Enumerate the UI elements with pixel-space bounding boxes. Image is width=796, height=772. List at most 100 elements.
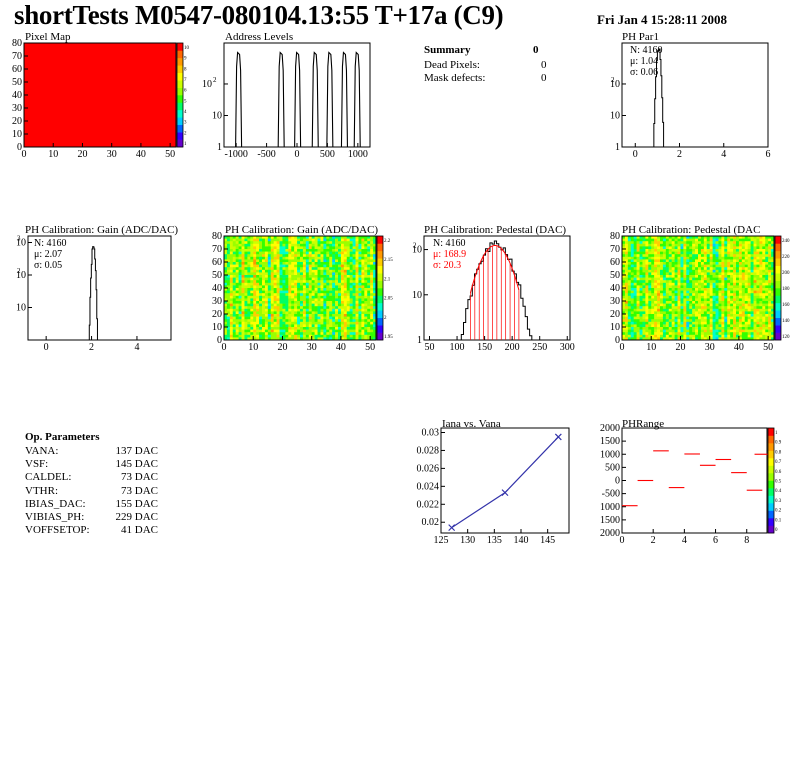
pedestal-map-cell bbox=[636, 275, 640, 278]
pedestal-map-cell bbox=[630, 306, 634, 310]
pedestal-map-cell bbox=[759, 308, 763, 312]
gain-map-cell bbox=[291, 308, 295, 312]
gain-map-cell bbox=[229, 254, 234, 258]
address-levels-frame bbox=[223, 42, 371, 148]
gain-map-cell bbox=[224, 332, 228, 336]
pedestal-map-cell bbox=[648, 293, 652, 297]
pedestal-map-cell bbox=[651, 301, 655, 304]
pedestal-map-cell bbox=[636, 285, 640, 289]
pedestal-map-cell bbox=[630, 280, 634, 284]
gain-map-cell bbox=[329, 288, 333, 291]
pedestal-map-cell bbox=[627, 272, 632, 276]
gain-map-cell bbox=[232, 243, 236, 247]
gain-map-cell bbox=[244, 319, 248, 323]
pedestal-map-cell bbox=[689, 277, 693, 281]
pedestal-map-cell bbox=[756, 241, 760, 245]
gain-map-cell bbox=[253, 332, 257, 336]
pedestal-map-cell bbox=[630, 295, 634, 299]
gain-map-cell bbox=[238, 288, 242, 291]
gain-map-cell bbox=[308, 293, 312, 297]
pedestal-map-cell bbox=[771, 241, 775, 245]
iana-vana-ytick-label: 0.028 bbox=[417, 445, 440, 456]
gain-map-cell bbox=[267, 277, 272, 281]
gain-map-cell bbox=[285, 319, 289, 323]
gain-map-cell bbox=[297, 329, 301, 333]
gain-map-cell bbox=[264, 293, 269, 297]
gain-map-cell bbox=[332, 262, 336, 265]
gain-map-cell bbox=[323, 301, 327, 304]
pedestal-map-cell bbox=[671, 256, 675, 260]
gain-map-cell bbox=[264, 311, 269, 315]
pedestal-map-cell bbox=[747, 282, 751, 286]
gain-map-cell bbox=[302, 298, 307, 302]
pedestal-map-cell bbox=[654, 254, 658, 258]
gain-map-cell bbox=[358, 288, 362, 291]
pedestal-map-cell bbox=[750, 272, 754, 276]
gain-map-cell bbox=[267, 256, 272, 260]
pedestal-map-cell bbox=[744, 238, 748, 242]
pedestal-map-cell bbox=[706, 306, 710, 310]
pedestal-map-cell bbox=[624, 337, 629, 341]
pedestal-map-cell bbox=[639, 334, 643, 338]
ph-par1-bars bbox=[652, 48, 665, 148]
gain-map-cell bbox=[314, 262, 318, 265]
gain-map-cell bbox=[346, 282, 350, 286]
pedestal-map-cell bbox=[624, 306, 629, 310]
pedestal-map-cell bbox=[624, 311, 629, 315]
pedestal-map-cell bbox=[756, 236, 760, 239]
gain-map-cell bbox=[300, 303, 304, 307]
pedestal-map-cell bbox=[738, 241, 743, 245]
pedestal-map-cell bbox=[724, 267, 728, 271]
pedestal-map-cell bbox=[642, 308, 646, 312]
pixel-map-colorbar-label: 8 bbox=[184, 67, 187, 72]
gain-map-cell bbox=[323, 267, 327, 271]
pedestal-map-cell bbox=[733, 308, 737, 312]
pedestal-map-cell bbox=[698, 243, 702, 247]
pedestal-map-cell bbox=[645, 246, 649, 250]
pedestal-map-cell bbox=[756, 324, 760, 328]
gain-map-cell bbox=[273, 324, 277, 328]
gain-map-cell bbox=[317, 259, 321, 263]
gain-map-cell bbox=[244, 277, 248, 281]
pedestal-map-cell bbox=[736, 277, 740, 281]
gain-map-cell bbox=[253, 246, 257, 250]
pedestal-map-cell bbox=[665, 288, 670, 291]
summary-dead-label: Dead Pixels: bbox=[424, 59, 480, 71]
gain-map-cell bbox=[256, 316, 260, 320]
gain-map-cell bbox=[276, 301, 280, 304]
gain-map-cell bbox=[370, 243, 374, 247]
gain-map-cell bbox=[247, 337, 251, 341]
pedestal-map-cell bbox=[671, 285, 675, 289]
pedestal-map-cell bbox=[642, 241, 646, 245]
pedestal-map-cell bbox=[698, 319, 702, 323]
gain-map-cell bbox=[349, 285, 353, 289]
pedestal-map-cell bbox=[724, 314, 728, 317]
gain-map-cell bbox=[238, 262, 242, 265]
gain-map-cell bbox=[276, 308, 280, 312]
address-levels-peak bbox=[294, 51, 302, 148]
gain-map-cell bbox=[338, 306, 342, 310]
gain-map-cell bbox=[224, 295, 228, 299]
pedestal-map-cell bbox=[759, 301, 763, 304]
pedestal-map-cell bbox=[622, 306, 626, 310]
gain-map-cell bbox=[294, 290, 298, 294]
phrange-ytick-label: 1000 bbox=[600, 449, 620, 460]
pedestal-map-cell bbox=[668, 303, 672, 307]
pedestal-map-cell bbox=[695, 303, 699, 307]
pedestal-map-cell bbox=[662, 259, 667, 263]
pedestal-map-cell bbox=[665, 337, 670, 341]
pedestal-map-cell bbox=[712, 329, 716, 333]
pedestal-map-cell bbox=[700, 277, 705, 281]
pedestal-map-cell bbox=[654, 256, 658, 260]
pedestal-hist-xtick-label: 150 bbox=[477, 342, 492, 353]
gain-map-cell bbox=[282, 285, 286, 289]
gain-map-cell bbox=[235, 293, 239, 297]
pedestal-map-cell bbox=[721, 324, 725, 328]
gain-map-cell bbox=[267, 298, 272, 302]
pedestal-map-cell bbox=[747, 303, 751, 307]
gain-map-cell bbox=[297, 243, 301, 247]
gain-map-cell bbox=[256, 295, 260, 299]
gain-map-cell bbox=[241, 277, 245, 281]
gain-map-cell bbox=[267, 306, 272, 310]
pixel-map-colorbar-cell bbox=[177, 117, 183, 126]
